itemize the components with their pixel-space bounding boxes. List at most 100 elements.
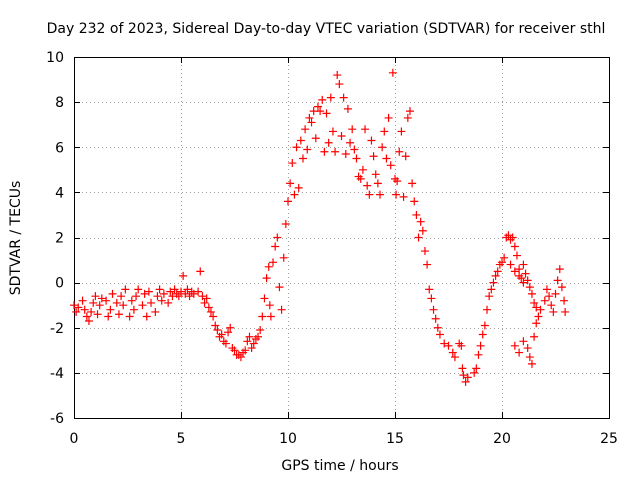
- data-point: [416, 217, 425, 226]
- data-point: [245, 332, 254, 341]
- data-point: [435, 330, 444, 339]
- x-tick-label: 25: [600, 431, 618, 447]
- data-point: [185, 292, 194, 301]
- data-point: [356, 174, 365, 183]
- data-point: [129, 305, 138, 314]
- data-point: [384, 113, 393, 122]
- data-point: [112, 298, 121, 307]
- x-tick-label: 5: [177, 431, 186, 447]
- data-point: [380, 127, 389, 136]
- data-point: [382, 154, 391, 163]
- data-point: [478, 330, 487, 339]
- data-point: [84, 316, 93, 325]
- data-point: [408, 179, 417, 188]
- data-point: [121, 285, 130, 294]
- data-point: [93, 310, 102, 319]
- data-point: [196, 267, 205, 276]
- x-tick-label: 20: [493, 431, 511, 447]
- data-point: [483, 305, 492, 314]
- x-tick-label: 10: [279, 431, 297, 447]
- data-point: [388, 68, 397, 77]
- data-point: [515, 265, 524, 274]
- data-point: [378, 143, 387, 152]
- y-tick-label: 10: [46, 50, 64, 66]
- data-point: [119, 301, 128, 310]
- data-point: [194, 287, 203, 296]
- data-point: [132, 292, 141, 301]
- data-point: [236, 353, 245, 362]
- data-point: [530, 332, 539, 341]
- data-point: [331, 147, 340, 156]
- data-point: [204, 303, 213, 312]
- data-point: [264, 262, 273, 271]
- data-point: [151, 307, 160, 316]
- data-point: [461, 377, 470, 386]
- data-point: [333, 71, 342, 80]
- data-point: [95, 301, 104, 310]
- data-point: [350, 145, 359, 154]
- x-tick-label: 15: [386, 431, 404, 447]
- data-point: [335, 80, 344, 89]
- data-point: [324, 138, 333, 147]
- data-point: [311, 134, 320, 143]
- data-point: [183, 285, 192, 294]
- chart-title: Day 232 of 2023, Sidereal Day-to-day VTE…: [47, 21, 606, 37]
- data-point: [117, 292, 126, 301]
- data-point: [144, 287, 153, 296]
- data-point: [326, 93, 335, 102]
- data-point: [560, 296, 569, 305]
- data-point: [262, 274, 271, 283]
- data-point: [313, 102, 322, 111]
- data-point: [298, 154, 307, 163]
- data-point: [510, 341, 519, 350]
- data-point: [420, 247, 429, 256]
- data-point: [521, 269, 530, 278]
- data-point: [286, 179, 295, 188]
- data-point: [515, 271, 524, 280]
- data-point: [519, 278, 528, 287]
- data-point: [181, 289, 190, 298]
- data-point: [241, 346, 250, 355]
- data-point: [318, 95, 327, 104]
- data-point: [470, 368, 479, 377]
- data-point: [500, 253, 509, 262]
- data-point: [551, 289, 560, 298]
- y-tick-label: -2: [50, 321, 64, 337]
- data-point: [301, 125, 310, 134]
- data-point: [74, 303, 83, 312]
- data-point: [410, 197, 419, 206]
- data-point: [281, 219, 290, 228]
- data-point: [549, 307, 558, 316]
- data-point: [339, 93, 348, 102]
- x-axis-label: GPS time / hours: [281, 458, 398, 474]
- data-point: [269, 258, 278, 267]
- data-point: [519, 260, 528, 269]
- data-point: [258, 312, 267, 321]
- data-point: [352, 154, 361, 163]
- data-point: [397, 127, 406, 136]
- data-point: [305, 113, 314, 122]
- data-point: [459, 371, 468, 380]
- data-point: [369, 152, 378, 161]
- data-point: [200, 298, 209, 307]
- data-point: [254, 332, 263, 341]
- data-point: [211, 321, 220, 330]
- data-point: [525, 353, 534, 362]
- data-point: [504, 231, 513, 240]
- data-point: [487, 285, 496, 294]
- data-point: [472, 364, 481, 373]
- data-point: [217, 330, 226, 339]
- data-point: [365, 190, 374, 199]
- data-point: [405, 107, 414, 116]
- data-point: [536, 305, 545, 314]
- data-point: [450, 353, 459, 362]
- data-point: [431, 314, 440, 323]
- data-point: [294, 183, 303, 192]
- data-point: [403, 113, 412, 122]
- data-point: [392, 190, 401, 199]
- data-point: [440, 339, 449, 348]
- y-tick-label: 0: [55, 276, 64, 292]
- data-point: [260, 294, 269, 303]
- data-point: [489, 278, 498, 287]
